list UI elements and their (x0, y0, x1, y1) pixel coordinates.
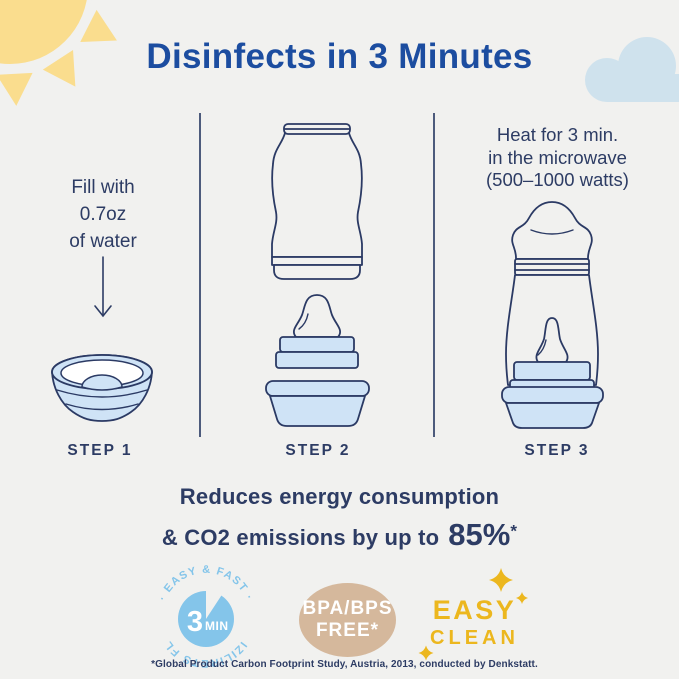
step1-instruction-line: 0.7oz (79, 204, 127, 225)
sun-icon (0, 0, 117, 106)
step2-label: STEP 2 (285, 442, 351, 459)
down-arrow-icon (94, 256, 112, 318)
clock-wedge (206, 584, 225, 619)
bpa-free-line2: FREE* (315, 620, 380, 641)
easy-clean-line2: CLEAN (430, 627, 519, 649)
column-divider-right (433, 113, 435, 437)
step1-label: STEP 1 (67, 442, 133, 459)
page-title: Disinfects in 3 Minutes (146, 37, 533, 76)
badge-minutes-unit: MIN (205, 619, 229, 633)
energy-claim: Reduces energy consumption & CO2 emissio… (0, 484, 679, 553)
energy-claim-highlight: 85% (448, 517, 511, 552)
energy-claim-line2: & CO2 emissions by up to 85%* (0, 517, 679, 553)
footnote: *Global Product Carbon Footprint Study, … (151, 659, 538, 670)
bpa-free-line1: BPA/BPS (302, 598, 393, 619)
step3-instruction-line: in the microwave (488, 146, 627, 168)
energy-claim-asterisk: * (510, 521, 518, 541)
cloud-icon (585, 37, 679, 102)
bpa-free-badge: BPA/BPS FREE* (299, 583, 396, 657)
step1-instruction-line: Fill with (71, 177, 135, 198)
energy-claim-line1: Reduces energy consumption (179, 484, 500, 509)
easy-clean-badge: EASY CLEAN (417, 595, 532, 650)
step1-instruction-line: of water (69, 231, 137, 252)
step3-instruction: Heat for 3 min. in the microwave (500–10… (460, 124, 655, 192)
sterilizer-bowl-illustration (51, 354, 153, 422)
bottle-parts-illustration (265, 123, 370, 427)
easy-clean-line1: EASY (432, 595, 517, 625)
step3-instruction-line: Heat for 3 min. (496, 124, 619, 145)
column-divider-left (199, 113, 201, 437)
assembled-bottle-illustration (501, 201, 604, 429)
step1-instruction: Fill with 0.7oz of water (23, 174, 183, 255)
self-sterilizing-badge: · EASY & FAST · GNIZILIRETS FLES 3 MIN (146, 553, 254, 669)
step3-label: STEP 3 (524, 442, 590, 459)
sparkles-icon (418, 568, 528, 661)
badge-minutes-number: 3 (187, 606, 203, 638)
energy-claim-line2-text: & CO2 emissions by up to (161, 525, 440, 550)
step3-instruction-line: (500–1000 watts) (486, 169, 629, 190)
